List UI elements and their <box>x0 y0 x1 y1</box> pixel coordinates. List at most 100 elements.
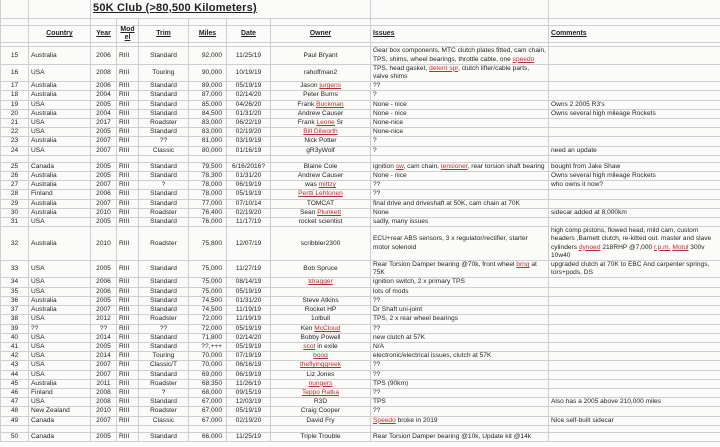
cell-num: 21 <box>0 118 29 129</box>
cell-trim: Standard <box>138 108 189 120</box>
cell-trim: Standard <box>138 332 189 343</box>
cell-trim: Roadster <box>138 207 189 219</box>
cell-owner: tdragger <box>270 277 371 288</box>
cell-owner: Jason jurgens <box>270 81 371 92</box>
cell-issues: None-nice <box>370 118 549 129</box>
cell-issues: ?? <box>370 295 549 307</box>
cell-year: 2012 <box>90 314 117 325</box>
cell-year: 2008 <box>90 387 117 399</box>
cell-num: 44 <box>0 369 29 380</box>
cell-num: 31 <box>0 217 29 228</box>
cell-miles: 69,000 <box>188 369 227 380</box>
cell-country: USA <box>28 118 91 129</box>
red-text: Motul <box>672 243 689 251</box>
cell-miles: 76,400 <box>188 207 227 219</box>
table-row: 40 USA 2014 RIII Standard 71,800 02/14/20 Bobby… <box>0 332 720 343</box>
cell-date: 11/17/19 <box>226 217 271 228</box>
cell-comments: sidecar added at 8,000km <box>548 207 720 219</box>
cell-miles: 85,000 <box>188 99 227 110</box>
cell-comments: Also has a 2005 above 210,000 miles <box>548 397 720 408</box>
cell-owner: Andrew Causer <box>270 108 371 120</box>
table-row: 17 Australia 2006 RIII Standard 89,000 05/19/1… <box>0 81 720 92</box>
cell-comments <box>548 406 720 417</box>
table-row: 28 Finland 2006 RIII Standard 78,000 05/19/19 P… <box>0 189 720 200</box>
cell-year: 2007 <box>90 360 117 371</box>
cell-miles: 75,000 <box>188 260 227 279</box>
column-header-miles: Miles <box>188 24 227 44</box>
cell-issues: Rear Torsion Damper bearing @10k, Update… <box>370 431 549 442</box>
cell-issues: None - nice <box>370 108 549 120</box>
cell-date: 11/25/19 <box>226 431 271 442</box>
cell-country: USA <box>28 260 91 279</box>
red-text: Teppo Ratka <box>301 388 340 396</box>
cell-country: USA <box>28 145 91 156</box>
cell-country: Canada <box>28 415 91 426</box>
cell-owner: Bob Spruce <box>270 260 371 279</box>
cell-issues: ?? <box>370 369 549 380</box>
cell-date: 11/27/19 <box>226 260 271 279</box>
cell-comments <box>548 217 720 228</box>
cell-issues: ECU+rear ABS sensors, 3 x regulator/rect… <box>370 226 549 262</box>
cell-country: USA <box>28 63 91 83</box>
cell-trim: Standard <box>138 286 189 297</box>
cell-country: Finland <box>28 189 91 200</box>
cell-year: 2007 <box>90 198 117 209</box>
cell-country: USA <box>28 341 91 353</box>
cell-year: 2011 <box>90 378 117 389</box>
cell-trim: Classic <box>138 145 189 156</box>
cell-country: USA <box>28 286 91 297</box>
red-text: Buckman <box>316 100 344 108</box>
cell-trim: Standard <box>138 127 189 138</box>
cell-country: Australia <box>28 108 91 120</box>
cell-country: Australia <box>28 180 91 191</box>
cell-year: 2006 <box>90 46 117 65</box>
cell-miles: 84,500 <box>188 108 227 120</box>
cell-owner: Frank Leone Sr <box>270 118 371 129</box>
cell-trim: Standard <box>138 46 189 65</box>
cell-comments <box>548 341 720 353</box>
cell-country: Canada <box>28 161 91 173</box>
cell-trim: Standard <box>138 161 189 173</box>
cell-miles: 78,000 <box>188 189 227 200</box>
cell-num: 45 <box>0 378 29 389</box>
cell-miles: 77,000 <box>188 198 227 209</box>
cell-miles: 83,000 <box>188 118 227 129</box>
cell-issues: ? <box>370 90 549 101</box>
table-row: 31 USA 2005 RIII Standard 76,000 11/17/19 rocke… <box>0 217 720 228</box>
cell-year: 2005 <box>90 295 117 307</box>
cell-comments <box>548 351 720 362</box>
cell-model: RIII <box>116 161 139 173</box>
cell-num: 22 <box>0 127 29 138</box>
cell-num: 50 <box>0 431 29 442</box>
cell-issues: ?? <box>370 406 549 417</box>
cell-year: 2005 <box>90 127 117 138</box>
cell-comments <box>548 314 720 325</box>
cell-date: 06/22/19 <box>226 118 271 129</box>
column-header-issues: Issues <box>370 24 549 44</box>
cell-issues: ? <box>370 136 549 147</box>
column-header-year: Year <box>90 24 117 44</box>
cell-num: 32 <box>0 226 29 262</box>
cell-trim: Standard <box>138 217 189 228</box>
cell-issues: ?? <box>370 323 549 334</box>
cell-date: 6/16/2016? <box>226 161 271 173</box>
cell-comments <box>548 323 720 334</box>
cell-date: 01/16/19 <box>226 145 271 156</box>
cell-miles: 74,500 <box>188 305 227 316</box>
cell-num: 38 <box>0 314 29 325</box>
cell-owner: rocket scientist <box>270 217 371 228</box>
cell-issues: electronic/electrical issues, clutch at … <box>370 351 549 362</box>
cell-num: 15 <box>0 46 29 65</box>
table-row: 44 USA 2007 RIII Standard 69,000 06/19/19 Liz J… <box>0 369 720 380</box>
red-text: Pertti Lehtonen <box>298 190 343 198</box>
cell-issues: ?? <box>370 81 549 92</box>
cell-date: 05/19/19 <box>226 341 271 353</box>
cell-date: 01/31/20 <box>226 108 271 120</box>
cell-model: RIII <box>116 431 139 442</box>
cell-trim: Roadster <box>138 118 189 129</box>
red-text: Plunkett <box>317 208 342 216</box>
cell-num: 33 <box>0 260 29 279</box>
cell-year: 2005 <box>90 260 117 279</box>
